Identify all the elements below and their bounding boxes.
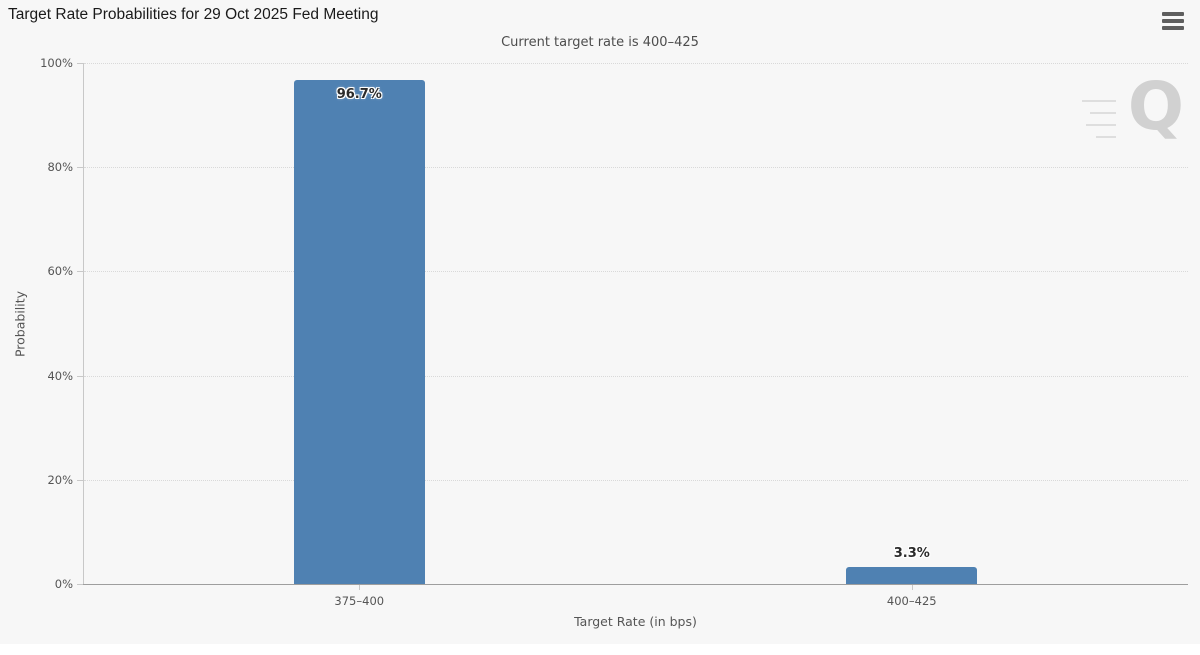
bar-data-label: 96.7%: [336, 87, 382, 103]
y-axis-title: Probability: [12, 290, 28, 358]
gridline-20: [84, 479, 1188, 481]
probability-bar-400–425[interactable]: [846, 566, 978, 584]
watermark-speed-line: [1086, 124, 1116, 126]
y-axis-tick-label: 0%: [54, 577, 73, 591]
hamburger-icon: [1162, 12, 1184, 16]
y-axis-tick: [77, 584, 83, 585]
quikstrike-watermark-logo: Q: [1127, 68, 1184, 145]
y-axis-tick: [77, 375, 83, 377]
y-axis-tick-label: 20%: [47, 472, 73, 487]
y-axis-tick-label: 40%: [47, 368, 73, 383]
watermark-speed-line: [1090, 112, 1116, 114]
bar-data-label: 3.3%: [893, 545, 930, 561]
y-axis-line: [83, 63, 84, 584]
y-axis-tick-label: 60%: [47, 264, 73, 279]
x-axis-tick: [911, 585, 913, 590]
gridline-60: [84, 271, 1188, 273]
y-axis-tick-label: 80%: [47, 160, 73, 175]
y-axis-tick: [77, 63, 83, 64]
watermark-speed-line: [1096, 136, 1116, 138]
gridline-80: [84, 167, 1188, 169]
gridline-40: [84, 375, 1188, 377]
y-axis-tick-label: 100%: [40, 56, 73, 70]
y-axis-tick: [77, 271, 83, 273]
chart-subtitle: Current target rate is 400–425: [501, 35, 699, 50]
x-axis-tick: [359, 585, 361, 590]
x-axis-line: [83, 584, 1188, 585]
x-axis-category-label: 400–425: [886, 594, 937, 608]
y-axis-tick: [77, 167, 83, 169]
y-axis-tick: [77, 479, 83, 481]
x-axis-category-label: 375–400: [334, 594, 385, 608]
gridline-100: [84, 63, 1188, 64]
chart-context-menu-button[interactable]: [1158, 8, 1188, 34]
chart-title: Target Rate Probabilities for 29 Oct 202…: [8, 6, 379, 23]
x-axis-title: Target Rate (in bps): [574, 614, 697, 629]
watermark-speed-line: [1082, 100, 1116, 102]
probability-bar-375–400[interactable]: [293, 80, 425, 584]
